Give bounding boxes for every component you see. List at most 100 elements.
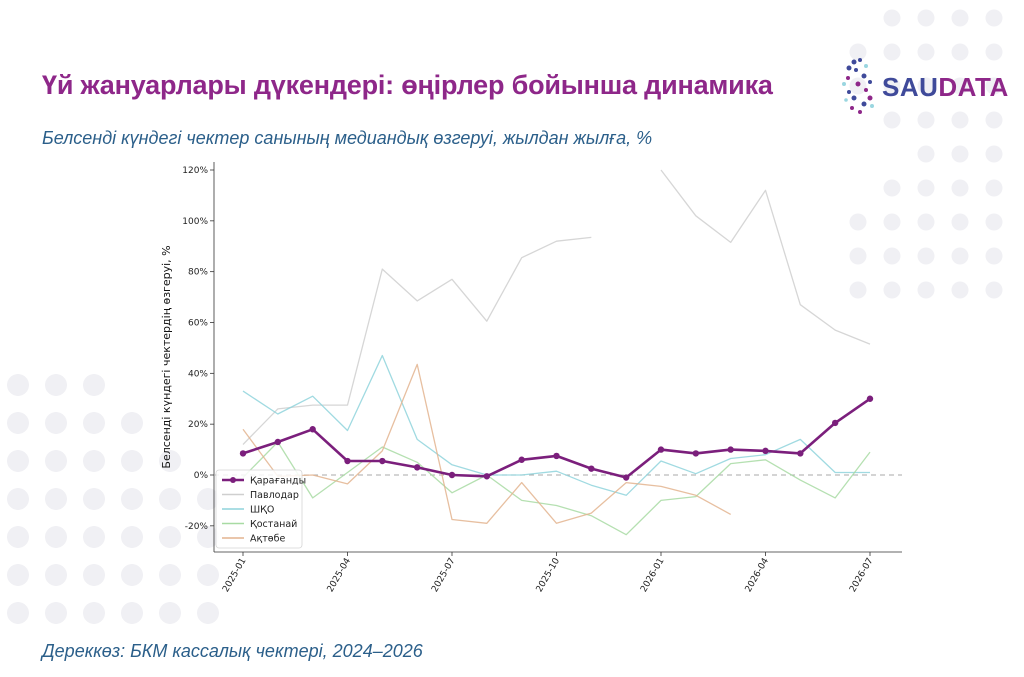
series-1-point [448,471,456,479]
decor-dot [849,43,867,61]
legend-label: ШҚО [250,505,274,516]
decor-dot [7,488,29,510]
y-tick-label: 120% [182,166,208,176]
decor-dot [197,526,219,548]
decor-dot [985,77,1003,95]
series-1-point [588,465,595,472]
x-tick-label: 2026-01 [639,557,666,595]
decor-dot [917,77,935,95]
decor-dot [121,412,143,434]
series-1-point [692,450,700,457]
decor-dot [985,179,1003,197]
decor-dot [45,602,67,624]
decor-dot [917,111,935,129]
series-3-line [242,354,870,496]
decor-dot [159,488,181,510]
decor-dot [7,564,29,586]
decor-dot [121,564,143,586]
decor-dot [883,43,901,61]
decor-dot [7,374,29,396]
series-1-point [239,450,247,457]
decor-dot [951,77,969,95]
decor-dot [883,213,901,231]
decor-dot [985,281,1003,299]
series-4-line [242,441,871,536]
decor-dot [985,213,1003,231]
decor-dot [985,247,1003,265]
page-subtitle: Белсенді күндегі чектер санының медианды… [42,128,653,148]
decor-dot [951,213,969,231]
decor-dot [849,247,867,265]
x-tick-label: 2026-04 [744,556,772,594]
decor-dot [985,145,1003,163]
series-2-line [242,236,592,445]
y-tick-label: 0% [194,471,209,481]
decor-dot [45,564,67,586]
decor-dot [121,450,143,472]
y-tick-label: 80% [188,268,208,278]
decor-dot [7,602,29,624]
decor-dot [121,488,143,510]
logo-mark-icon [842,58,874,114]
decor-dot [159,450,181,472]
legend-label: Қостанай [250,519,297,530]
y-tick-label: 40% [188,369,208,379]
y-tick-label: 100% [182,217,208,227]
decor-dot [951,43,969,61]
decor-dot [45,526,67,548]
decor-dot [951,179,969,197]
series-1-point [622,474,630,481]
x-tick-label: 2026-07 [848,557,875,595]
series-1-point [518,456,525,463]
decor-dot [7,450,29,472]
decor-dot [45,374,67,396]
series-1-point [831,419,839,427]
decor-dot [883,9,901,27]
decor-dot [917,43,935,61]
legend-swatch-marker [230,477,236,483]
y-tick-label: 20% [188,420,208,430]
decor-dot [45,412,67,434]
decor-dot [951,145,969,163]
series-1-point [344,457,351,465]
series-1-point [866,395,874,402]
decor-dot [883,179,901,197]
legend-label: Ақтөбе [250,534,285,545]
decor-dot [917,145,935,163]
decor-dot [917,179,935,197]
decor-dot [83,450,105,472]
decor-dot [45,450,67,472]
decor-dot [83,564,105,586]
decor-dot [159,526,181,548]
series-1-point [657,446,665,453]
x-tick-label: 2025-01 [221,557,248,595]
decor-dot [917,247,935,265]
decor-dot [83,488,105,510]
legend-box [215,469,303,549]
series-1-point [413,464,421,471]
decor-dot [7,412,29,434]
logo-text-sau: SAU [882,72,939,102]
decor-dot [849,281,867,299]
decor-dot [197,602,219,624]
series-1-point [309,426,316,433]
decor-dot [985,43,1003,61]
x-tick-label: 2025-04 [326,556,354,594]
decor-dot [883,111,901,129]
series-1-point [553,452,560,460]
decor-dot [197,564,219,586]
decor-dot [985,111,1003,129]
decor-dot [917,213,935,231]
decor-dot [83,602,105,624]
source-note: Дереккөз: БКМ кассалық чектері, 2024–202… [42,641,423,661]
logo-wordmark: SAUDATA [882,72,1009,103]
decor-dot [951,111,969,129]
series-5-line [242,363,732,524]
logo-text-data: DATA [938,72,1009,102]
x-tick-label: 2025-07 [430,557,457,595]
y-axis-title: Белсенді күндегі чектердің өзгеруі, % [160,245,173,468]
decor-dot [849,213,867,231]
series-2-line [660,169,871,345]
